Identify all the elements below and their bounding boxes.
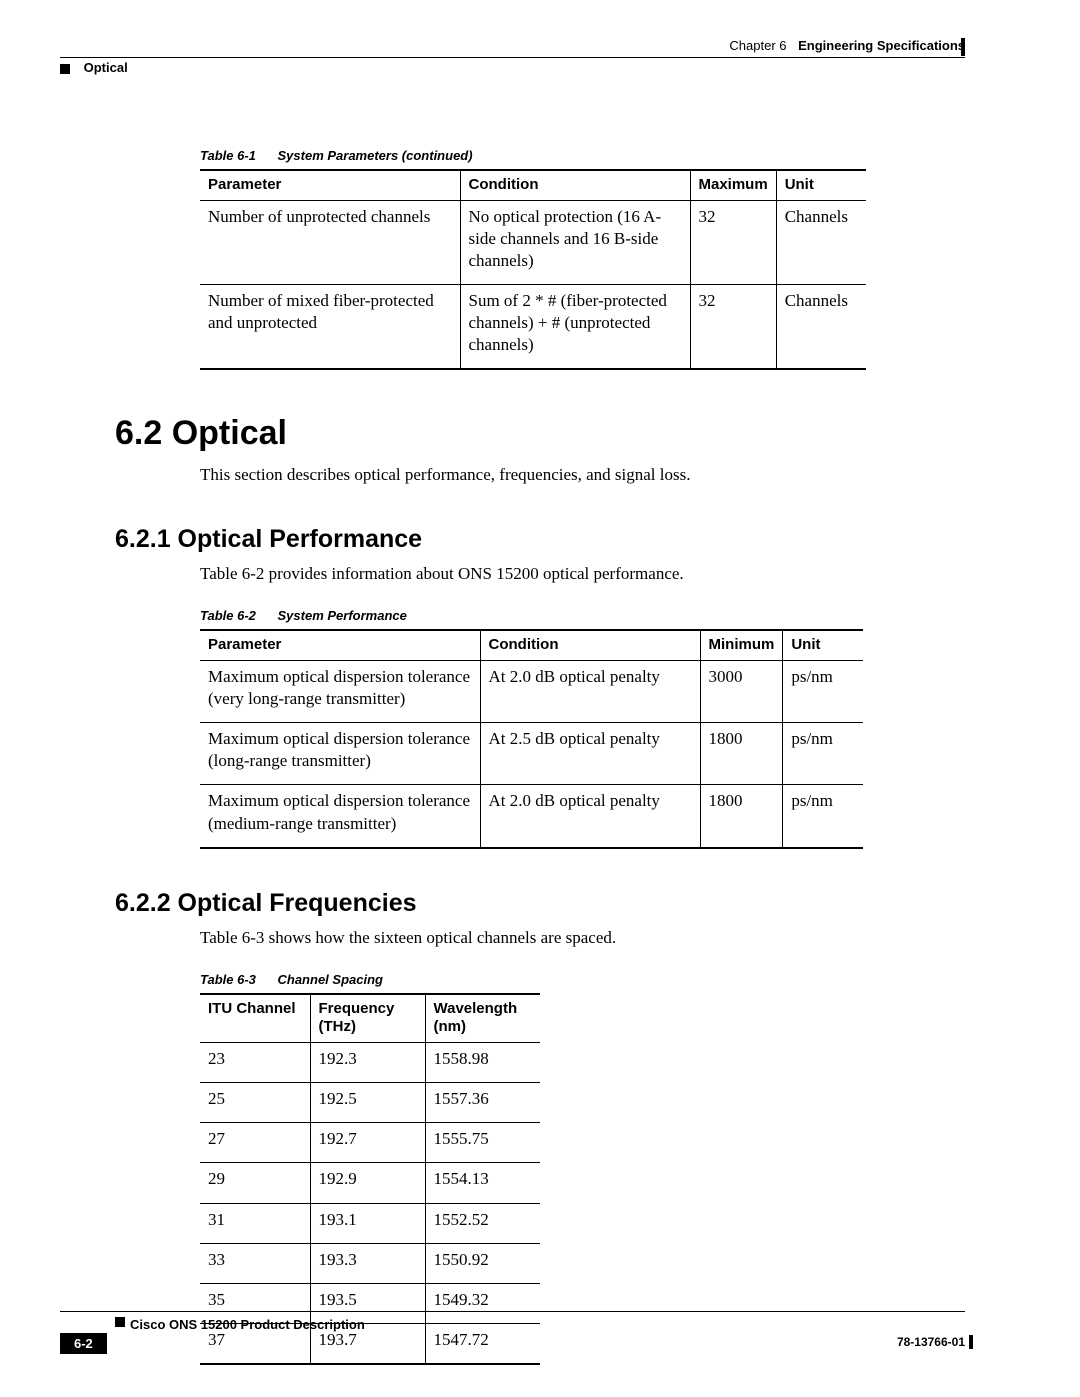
col-condition: Condition [480,630,700,660]
header-section-name: Optical [84,60,128,75]
col-minimum: Minimum [700,630,783,660]
system-parameters-table: Parameter Condition Maximum Unit Number … [200,169,866,370]
table-row: 27 192.7 1555.75 [200,1123,540,1163]
cell: 193.3 [310,1243,425,1283]
table-title: Channel Spacing [278,972,383,987]
subsection-intro: Table 6-3 shows how the sixteen optical … [200,928,965,948]
section-intro: This section describes optical performan… [200,465,965,485]
table-caption: Table 6-2 System Performance [200,608,965,623]
channel-spacing-table: ITU Channel Frequency (THz) Wavelength (… [200,993,540,1365]
page-header: Chapter 6 Engineering Specifications Opt… [60,38,965,88]
cell: Maximum optical dispersion tolerance (ve… [200,661,480,723]
section-heading: 6.2 Optical [60,414,965,453]
table-row: Maximum optical dispersion tolerance (lo… [200,723,863,785]
system-performance-table: Parameter Condition Minimum Unit Maximum… [200,629,863,848]
cell: 192.9 [310,1163,425,1203]
table-row: Maximum optical dispersion tolerance (me… [200,785,863,848]
cell: Sum of 2 * # (fiber-protected channels) … [460,285,690,370]
cell: 33 [200,1243,310,1283]
cell: 192.3 [310,1043,425,1083]
table-row: 31 193.1 1552.52 [200,1203,540,1243]
cell: 25 [200,1083,310,1123]
table-number: Table 6-3 [200,972,256,987]
table-row: Number of mixed fiber-protected and unpr… [200,285,866,370]
cell: No optical protection (16 A-side channel… [460,200,690,284]
header-bar-icon [961,38,965,56]
table-title: System Parameters (continued) [278,148,473,163]
table-row: 23 192.3 1558.98 [200,1043,540,1083]
col-unit: Unit [783,630,863,660]
cell: 23 [200,1043,310,1083]
table-row: Maximum optical dispersion tolerance (ve… [200,661,863,723]
cell: At 2.0 dB optical penalty [480,661,700,723]
cell: 29 [200,1163,310,1203]
square-bullet-icon [115,1317,125,1327]
page-number: 6-2 [60,1333,107,1354]
col-parameter: Parameter [200,630,480,660]
cell: Number of unprotected channels [200,200,460,284]
col-frequency: Frequency (THz) [310,994,425,1043]
table-caption: Table 6-3 Channel Spacing [200,972,965,987]
footer-bar-icon [969,1335,973,1349]
table-row: Number of unprotected channels No optica… [200,200,866,284]
col-condition: Condition [460,170,690,200]
header-rule [60,57,965,58]
cell: Maximum optical dispersion tolerance (me… [200,785,480,848]
col-parameter: Parameter [200,170,460,200]
cell: 31 [200,1203,310,1243]
table-header-row: Parameter Condition Minimum Unit [200,630,863,660]
table-header-row: ITU Channel Frequency (THz) Wavelength (… [200,994,540,1043]
col-maximum: Maximum [690,170,776,200]
table-number: Table 6-2 [200,608,256,623]
chapter-title: Engineering Specifications [798,38,965,53]
cell: 1555.75 [425,1123,540,1163]
cell: 1557.36 [425,1083,540,1123]
table-row: 25 192.5 1557.36 [200,1083,540,1123]
cell: 1554.13 [425,1163,540,1203]
cell: ps/nm [783,723,863,785]
cell: Channels [776,285,866,370]
header-section: Optical [60,60,128,75]
subsection-heading: 6.2.1 Optical Performance [60,525,965,554]
chapter-label: Chapter 6 [729,38,786,53]
subsection-heading: 6.2.2 Optical Frequencies [60,889,965,918]
cell: ps/nm [783,785,863,848]
cell: At 2.5 dB optical penalty [480,723,700,785]
cell: Number of mixed fiber-protected and unpr… [200,285,460,370]
page-footer: Cisco ONS 15200 Product Description 6-2 … [60,1311,965,1357]
cell: 1558.98 [425,1043,540,1083]
table-title: System Performance [278,608,407,623]
cell: 192.5 [310,1083,425,1123]
subsection-intro: Table 6-2 provides information about ONS… [200,564,965,584]
square-bullet-icon [60,64,70,74]
cell: 193.1 [310,1203,425,1243]
table-header-row: Parameter Condition Maximum Unit [200,170,866,200]
cell: ps/nm [783,661,863,723]
footer-doc-number: 78-13766-01 [897,1335,965,1349]
cell: Channels [776,200,866,284]
cell: 1552.52 [425,1203,540,1243]
cell: 32 [690,200,776,284]
header-chapter: Chapter 6 Engineering Specifications [729,38,965,53]
col-unit: Unit [776,170,866,200]
cell: 1550.92 [425,1243,540,1283]
footer-rule [60,1311,965,1312]
col-wavelength: Wavelength (nm) [425,994,540,1043]
cell: Maximum optical dispersion tolerance (lo… [200,723,480,785]
cell: 3000 [700,661,783,723]
footer-doc-title: Cisco ONS 15200 Product Description [130,1317,365,1332]
cell: 192.7 [310,1123,425,1163]
table-caption: Table 6-1 System Parameters (continued) [200,148,965,163]
cell: At 2.0 dB optical penalty [480,785,700,848]
col-itu-channel: ITU Channel [200,994,310,1043]
cell: 1800 [700,723,783,785]
cell: 27 [200,1123,310,1163]
table-number: Table 6-1 [200,148,256,163]
cell: 32 [690,285,776,370]
table-row: 33 193.3 1550.92 [200,1243,540,1283]
cell: 1800 [700,785,783,848]
table-row: 29 192.9 1554.13 [200,1163,540,1203]
